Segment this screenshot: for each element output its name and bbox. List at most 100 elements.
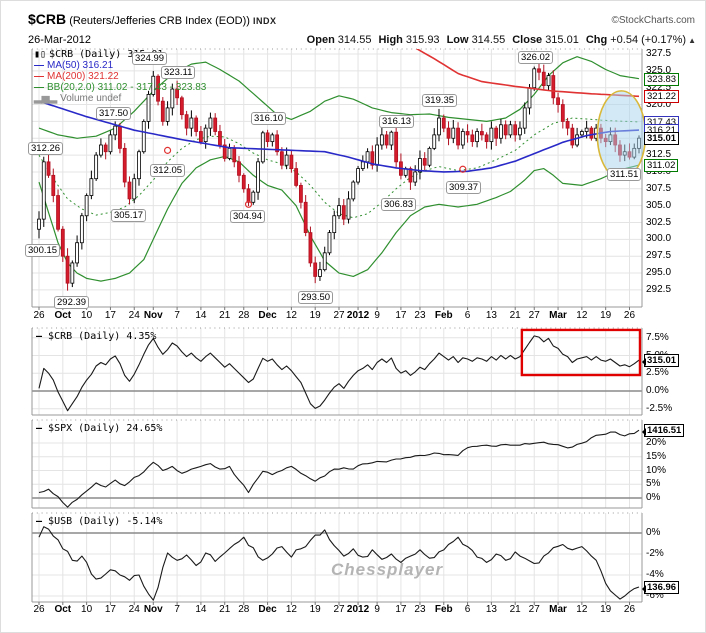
candle-up xyxy=(256,161,260,193)
x-axis-label: 23 xyxy=(414,310,426,321)
ohlc-summary: Open 314.55 High 315.93 Low 314.55 Close 315.01… xyxy=(300,35,696,46)
volume-bars-icon: ▂▅▂ xyxy=(34,93,58,104)
candle-up xyxy=(170,88,175,109)
x-axis-label: 28 xyxy=(238,604,250,615)
price-callout: 316.10 xyxy=(251,112,287,125)
x-axis-label: 12 xyxy=(576,310,588,321)
candle-up xyxy=(360,161,365,169)
price-callout: 300.15 xyxy=(25,244,61,257)
candle-up xyxy=(475,131,480,143)
candle-down xyxy=(446,127,451,139)
candle-down xyxy=(551,75,556,99)
candle-down xyxy=(60,228,65,257)
candle-up xyxy=(356,168,360,183)
exchange-tag: INDX xyxy=(253,16,277,26)
candle-down xyxy=(494,127,499,139)
y-axis-label: 295.0 xyxy=(646,267,672,279)
x-axis-label: Feb xyxy=(434,604,453,615)
candle-up xyxy=(41,161,46,220)
candle-down xyxy=(456,127,460,146)
candle-up xyxy=(451,127,456,139)
candle-up xyxy=(151,75,156,95)
change-up-arrow-icon: ▲ xyxy=(688,36,696,45)
legend-row: — BB(20,2.0) 311.02 - 317.43 - 323.83 xyxy=(34,82,206,93)
y-axis-label: 0% xyxy=(646,527,661,538)
y-axis-label: 297.5 xyxy=(646,250,672,262)
x-axis-label: 19 xyxy=(600,310,612,321)
candle-up xyxy=(584,127,589,132)
x-axis-label: Dec xyxy=(258,604,277,615)
candle-up xyxy=(165,107,170,122)
axis-badge: 311.02 xyxy=(644,159,679,173)
candle-up xyxy=(346,198,351,220)
panel-legend: — $SPX (Daily) 24.65% xyxy=(36,423,162,434)
candle-up xyxy=(113,125,118,136)
y-axis-label: -4% xyxy=(646,569,664,580)
candle-down xyxy=(160,100,165,122)
chart-title: $CRB (Reuters/Jefferies CRB Index (EOD))… xyxy=(28,12,277,27)
axis-badge: 136.96 xyxy=(641,580,680,594)
price-callout: 309.37 xyxy=(446,181,482,194)
candle-up xyxy=(499,124,503,139)
axis-badge: 321.22 xyxy=(644,90,680,104)
x-axis-label: Dec xyxy=(258,310,277,321)
ohlc-label: Open xyxy=(306,34,335,46)
y-axis-label: 0% xyxy=(646,492,661,503)
x-axis-label: 21 xyxy=(219,310,231,321)
ohlc-label: Close xyxy=(512,34,543,46)
candle-down xyxy=(484,134,489,143)
y-axis-label: -2.5% xyxy=(646,402,673,414)
candle-down xyxy=(175,88,179,99)
line-icon: — xyxy=(36,423,49,434)
candle-down xyxy=(289,154,294,169)
price-callout: 316.13 xyxy=(379,115,415,128)
price-callout: 324.99 xyxy=(132,52,168,65)
x-axis-label: 24 xyxy=(128,310,140,321)
candle-up xyxy=(379,134,384,146)
x-axis-label: 27 xyxy=(333,310,345,321)
candle-up xyxy=(227,147,232,159)
y-axis-label: 307.5 xyxy=(646,182,672,194)
x-axis-label: 7 xyxy=(174,604,180,615)
candle-down xyxy=(560,104,565,122)
ohlc-label: Low xyxy=(446,34,469,46)
legend-text: MA(50) 316.21 xyxy=(47,60,114,71)
x-axis-label: Mar xyxy=(549,310,567,321)
candle-down xyxy=(279,151,284,166)
price-callout: 311.51 xyxy=(607,168,642,181)
price-callout: 326.02 xyxy=(518,51,554,64)
ohlc-value: +0.54 (+0.17%) xyxy=(610,34,687,46)
y-axis-label: 327.5 xyxy=(646,48,672,59)
x-axis-label: Feb xyxy=(434,310,453,321)
candle-up xyxy=(322,252,327,271)
x-axis-label: 12 xyxy=(285,604,297,615)
axis-badge: 315.01 xyxy=(641,354,680,368)
panel-legend-text: $USB (Daily) -5.14% xyxy=(48,516,163,527)
highlight-ellipse xyxy=(596,90,647,180)
candle-down xyxy=(218,131,222,146)
legend-row: — MA(50) 316.21 xyxy=(34,60,113,71)
x-axis-label: Oct xyxy=(54,310,72,321)
y-axis-label: 0.0% xyxy=(646,385,669,396)
legend-row: ▂▅▂ Volume undef xyxy=(34,93,121,104)
ohlc-value: 314.55 xyxy=(337,34,372,46)
x-axis-label: 21 xyxy=(509,310,521,321)
chart-date: 26-Mar-2012 xyxy=(28,34,91,46)
ohlc-value: 315.01 xyxy=(545,34,579,46)
candle-up xyxy=(75,242,79,264)
panel-legend-text: $SPX (Daily) 24.65% xyxy=(48,423,163,434)
candle-down xyxy=(232,147,237,163)
candle-down xyxy=(470,134,475,143)
candle-down xyxy=(199,131,203,143)
candle-down xyxy=(299,185,303,203)
candle-up xyxy=(84,195,89,217)
x-axis-label: 9 xyxy=(374,604,380,615)
candle-down xyxy=(308,232,313,264)
candle-down xyxy=(179,97,184,116)
ohlc-value: 314.55 xyxy=(471,34,506,46)
candle-down xyxy=(556,97,560,105)
spx-percent-line xyxy=(38,429,640,508)
y-axis-label: 320.0 xyxy=(646,98,672,110)
x-axis-label: 14 xyxy=(195,604,207,615)
x-axis-label: 10 xyxy=(81,604,93,615)
